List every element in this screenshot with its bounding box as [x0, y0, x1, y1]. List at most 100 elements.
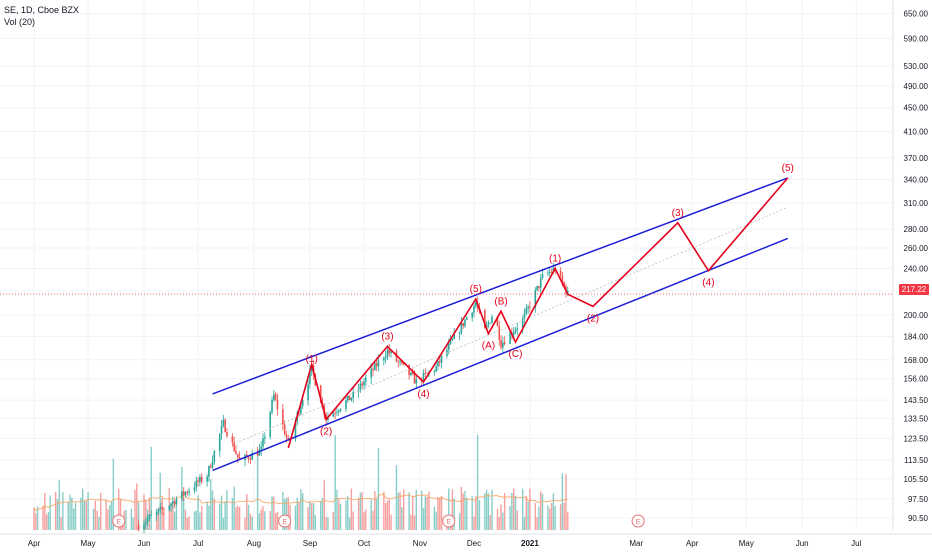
- volume-bar: [549, 508, 551, 530]
- volume-bar: [226, 490, 228, 530]
- volume-bar: [561, 473, 564, 530]
- volume-bar: [312, 503, 315, 530]
- candle-body: [195, 480, 198, 488]
- volume-legend[interactable]: Vol (20): [4, 17, 36, 27]
- candle-body: [159, 507, 162, 510]
- volume-bar: [325, 517, 327, 530]
- candle-body: [491, 316, 493, 323]
- volume-bar: [80, 497, 82, 530]
- candle-body: [276, 399, 279, 410]
- candle-body: [346, 395, 349, 401]
- volume-bar: [538, 506, 540, 530]
- x-tick-label: Aug: [247, 539, 261, 548]
- candle-body: [566, 290, 569, 294]
- volume-bar: [199, 512, 201, 530]
- volume-bar: [460, 486, 463, 530]
- symbol-title[interactable]: SE, 1D, Cboe BZX: [4, 5, 80, 15]
- volume-bar: [388, 499, 390, 530]
- candle-body: [200, 476, 203, 482]
- volume-bar: [332, 511, 335, 530]
- volume-bar: [487, 493, 490, 530]
- x-tick-label: Jun: [138, 539, 151, 548]
- volume-bar: [247, 504, 250, 530]
- candle-body: [401, 361, 403, 364]
- candle-body: [525, 308, 528, 314]
- candle-body: [458, 333, 461, 335]
- candle-body: [310, 364, 313, 372]
- y-tick-label: 143.50: [904, 396, 929, 405]
- y-tick-label: 650.00: [904, 10, 929, 19]
- volume-bar: [428, 491, 430, 530]
- candle-body: [287, 437, 290, 440]
- volume-bar: [408, 492, 410, 530]
- candle-body: [235, 450, 237, 454]
- volume-bar: [523, 516, 526, 530]
- candle-body: [256, 452, 259, 456]
- y-tick-label: 450.00: [904, 104, 929, 113]
- candle-body: [484, 309, 486, 329]
- candle-body: [339, 408, 342, 411]
- wave-label: (A): [482, 341, 495, 352]
- volume-bar: [525, 495, 527, 530]
- volume-bar: [36, 506, 39, 530]
- volume-bar: [500, 504, 502, 530]
- volume-bar: [110, 501, 113, 530]
- volume-bar: [352, 511, 354, 530]
- volume-bar: [491, 489, 493, 530]
- candle-body: [496, 316, 499, 327]
- candle-body: [512, 332, 515, 335]
- candle-body: [370, 368, 373, 378]
- volume-bar: [222, 517, 225, 530]
- volume-bar: [514, 495, 517, 530]
- volume-bar: [81, 488, 84, 530]
- volume-bar: [363, 511, 365, 530]
- volume-bar: [359, 492, 362, 530]
- candle-body: [300, 406, 302, 414]
- volume-bar: [159, 472, 161, 530]
- volume-bar: [345, 500, 347, 530]
- volume-bar: [426, 496, 428, 530]
- earnings-marker-label: E: [116, 519, 121, 526]
- candle-body: [460, 322, 463, 334]
- volume-bar: [137, 502, 140, 530]
- candle-body: [438, 360, 441, 363]
- volume-bar: [529, 488, 531, 530]
- volume-bar: [289, 504, 291, 530]
- volume-bar: [534, 503, 537, 530]
- candle-body: [563, 282, 565, 287]
- volume-bar: [271, 496, 273, 530]
- x-tick-label: 2021: [521, 539, 539, 548]
- channel-lower-line: [212, 237, 789, 472]
- x-tick-label: Apr: [28, 539, 41, 548]
- candle-body: [516, 328, 519, 330]
- volume-bar: [256, 450, 259, 530]
- candle-body: [208, 466, 210, 477]
- candle-body: [148, 515, 151, 519]
- volume-bar: [67, 501, 69, 530]
- candle-body: [410, 372, 412, 376]
- y-tick-label: 105.50: [904, 475, 929, 484]
- earnings-marker-label: E: [446, 519, 451, 526]
- volume-bar: [498, 516, 500, 530]
- volume-ma-line: [33, 493, 568, 512]
- candle-body: [233, 442, 235, 451]
- volume-bar: [435, 511, 437, 530]
- volume-bars: [33, 435, 569, 530]
- grid-lines: [0, 0, 893, 530]
- volume-bar: [83, 500, 86, 530]
- volume-bar: [233, 486, 235, 530]
- volume-bar: [47, 512, 50, 530]
- volume-bar: [536, 517, 538, 530]
- volume-bar: [437, 496, 439, 530]
- volume-bar: [298, 501, 300, 530]
- volume-bar: [527, 501, 529, 530]
- volume-bar: [552, 493, 555, 530]
- candle-body: [301, 400, 304, 407]
- volume-bar: [296, 497, 298, 530]
- volume-bar: [231, 497, 234, 530]
- x-tick-label: Jul: [193, 539, 203, 548]
- candle-body: [271, 399, 273, 413]
